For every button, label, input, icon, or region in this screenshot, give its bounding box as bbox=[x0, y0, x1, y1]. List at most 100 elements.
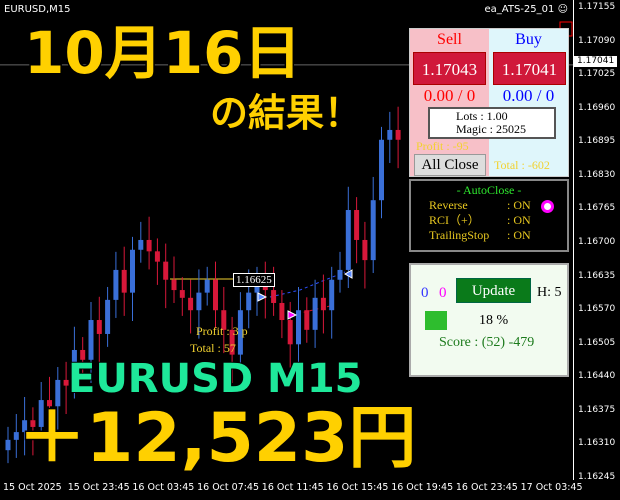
candle-body bbox=[80, 349, 86, 360]
buy-label: Buy bbox=[515, 31, 542, 48]
buy-button[interactable]: 1.17041 bbox=[493, 52, 566, 85]
candle-body bbox=[221, 310, 227, 330]
autoclose-row: TrailingStop : ON bbox=[411, 228, 567, 243]
price-tick: 1.16505 bbox=[578, 337, 616, 348]
price-tick: 1.17025 bbox=[578, 69, 616, 80]
pair-overlay: EURUSD M15 bbox=[67, 356, 363, 402]
time-tick: 16 Oct 03:45 bbox=[132, 482, 195, 493]
price-tick: 1.16700 bbox=[578, 236, 616, 247]
ea-name: ea_ATS-25_01 bbox=[484, 4, 555, 15]
smiley-icon: ☺ bbox=[557, 4, 568, 15]
sell-pnl: 0.00 / 0 bbox=[423, 86, 476, 105]
candle-body bbox=[96, 320, 102, 334]
candle-body bbox=[312, 297, 318, 330]
amount-overlay: ＋12,523円 bbox=[16, 399, 417, 478]
candle-body bbox=[370, 200, 376, 261]
lots-value: Lots : 1.00 bbox=[456, 109, 508, 123]
h-label: H: 5 bbox=[537, 285, 562, 300]
candle-body bbox=[229, 329, 235, 355]
candle-body bbox=[5, 439, 11, 451]
price-tick: 1.16570 bbox=[578, 304, 616, 315]
magic-value: Magic : 25025 bbox=[456, 122, 526, 136]
price-tick: 1.17155 bbox=[578, 2, 616, 12]
price-axis bbox=[573, 0, 574, 480]
time-tick: 16 Oct 07:45 bbox=[197, 482, 260, 493]
autoclose-row-label: TrailingStop bbox=[429, 228, 490, 242]
candle-body bbox=[246, 292, 252, 311]
autoclose-title: - AutoClose - bbox=[456, 183, 522, 197]
candle-body bbox=[63, 379, 69, 386]
total-overlay: Total : -602 bbox=[494, 158, 550, 172]
autoclose-row: Reverse : ON bbox=[411, 198, 567, 213]
count-magenta: 0 bbox=[439, 285, 447, 301]
autoclose-row-label: Reverse bbox=[429, 198, 468, 212]
candle-body bbox=[71, 349, 77, 386]
price-tick: 1.16895 bbox=[578, 136, 616, 147]
candle-body bbox=[196, 292, 202, 311]
time-tick: 16 Oct 11:45 bbox=[261, 482, 324, 493]
candle-body bbox=[237, 310, 243, 355]
candle-body bbox=[105, 299, 111, 334]
candle-body bbox=[146, 239, 152, 252]
candle-body bbox=[163, 261, 169, 280]
candle-body bbox=[304, 310, 310, 330]
candle-body bbox=[379, 139, 384, 201]
candle-body bbox=[121, 269, 127, 293]
candle-body bbox=[337, 269, 343, 280]
time-tick: 16 Oct 23:45 bbox=[455, 482, 518, 493]
time-tick: 15 Oct 23:45 bbox=[67, 482, 130, 493]
candle-body bbox=[113, 269, 119, 300]
candle-body bbox=[329, 279, 335, 311]
chart-profit-label: Profit : 3 p bbox=[196, 324, 248, 338]
time-tick: 15 Oct 2025 bbox=[3, 482, 62, 493]
candle-body bbox=[354, 210, 360, 240]
chart-total-label: Total : 57 bbox=[190, 341, 236, 355]
price-tick: 1.16245 bbox=[578, 471, 616, 482]
trade-panel: Sell Buy 1.17043 1.17041 0.00 / 0 0.00 /… bbox=[409, 28, 569, 177]
candle-body bbox=[345, 210, 351, 270]
progress-indicator bbox=[425, 311, 447, 330]
time-tick: 17 Oct 03:45 bbox=[520, 482, 583, 493]
candle-body bbox=[13, 432, 19, 440]
candle-body bbox=[138, 239, 144, 250]
trade-link-blue bbox=[269, 271, 346, 298]
price-tick: 1.16440 bbox=[578, 371, 616, 382]
all-close-button[interactable]: All Close bbox=[414, 154, 486, 176]
candle-body bbox=[395, 129, 401, 140]
candle-body bbox=[387, 129, 393, 140]
candle-body bbox=[188, 297, 194, 311]
candle-body bbox=[179, 290, 185, 298]
candle-body bbox=[296, 310, 301, 345]
candle-body bbox=[320, 297, 326, 311]
date-overlay: 10月16日 bbox=[22, 19, 302, 87]
level-label: 1.16625 bbox=[233, 273, 275, 287]
sell-button[interactable]: 1.17043 bbox=[413, 52, 486, 85]
candle-body bbox=[47, 400, 52, 407]
candle-body bbox=[279, 302, 285, 321]
sell-arrow-icon bbox=[287, 310, 298, 320]
price-tick: 1.16310 bbox=[578, 438, 616, 449]
candle-body bbox=[213, 279, 218, 311]
time-tick: 16 Oct 19:45 bbox=[391, 482, 454, 493]
time-tick: 16 Oct 15:45 bbox=[326, 482, 389, 493]
update-button[interactable]: Update bbox=[456, 278, 531, 303]
candle-body bbox=[30, 420, 36, 427]
current-price-label: 1.17041 bbox=[574, 56, 618, 67]
buy-pnl: 0.00 / 0 bbox=[502, 86, 555, 105]
autoclose-panel: - AutoClose - Reverse: ON RCI（+）: ON Trail… bbox=[409, 179, 569, 252]
lots-magic-box: Lots : 1.00 Magic : 25025 bbox=[428, 107, 556, 139]
price-tick: 1.16960 bbox=[578, 102, 616, 113]
candle-body bbox=[130, 249, 135, 293]
candle-body bbox=[171, 279, 177, 291]
autoclose-row-value: : ON bbox=[507, 228, 531, 242]
price-tick: 1.16830 bbox=[578, 169, 616, 180]
autoclose-row-value: : ON bbox=[507, 198, 531, 212]
candle-body bbox=[362, 239, 368, 261]
close-arrow-icon bbox=[343, 269, 353, 279]
price-tick: 1.17090 bbox=[578, 35, 616, 46]
price-chart[interactable] bbox=[0, 0, 573, 480]
score-label: Score : (52) -479 bbox=[439, 335, 535, 350]
buy-arrow-icon bbox=[257, 292, 268, 302]
candle-body bbox=[22, 420, 28, 433]
profit-overlay: Profit : -95 bbox=[416, 139, 469, 153]
